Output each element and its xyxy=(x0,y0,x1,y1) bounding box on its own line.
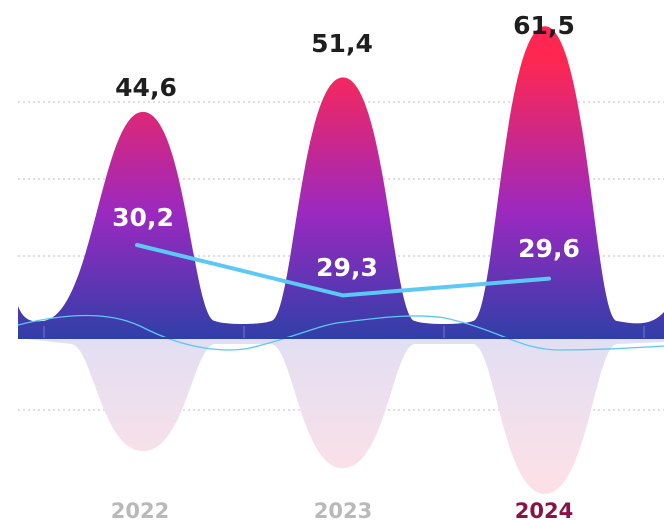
baseline-ticks xyxy=(43,326,645,338)
series-2-value-label: 29,3 xyxy=(316,253,378,282)
x-axis-tick-label: 2022 xyxy=(111,499,169,520)
series-2-value-label: 30,2 xyxy=(112,203,174,232)
wave-line xyxy=(17,314,664,351)
series-1-value-label: 44,6 xyxy=(115,73,177,102)
x-axis-tick-label: 2023 xyxy=(314,499,372,520)
series-2-value-label: 29,6 xyxy=(518,234,580,263)
series-line xyxy=(135,243,551,298)
x-axis-tick-label: 2024 xyxy=(515,499,573,520)
hills-area xyxy=(18,26,664,338)
series-1-value-label: 61,5 xyxy=(513,11,575,40)
reflection-area xyxy=(18,338,664,494)
series-1-value-label: 51,4 xyxy=(311,29,373,58)
